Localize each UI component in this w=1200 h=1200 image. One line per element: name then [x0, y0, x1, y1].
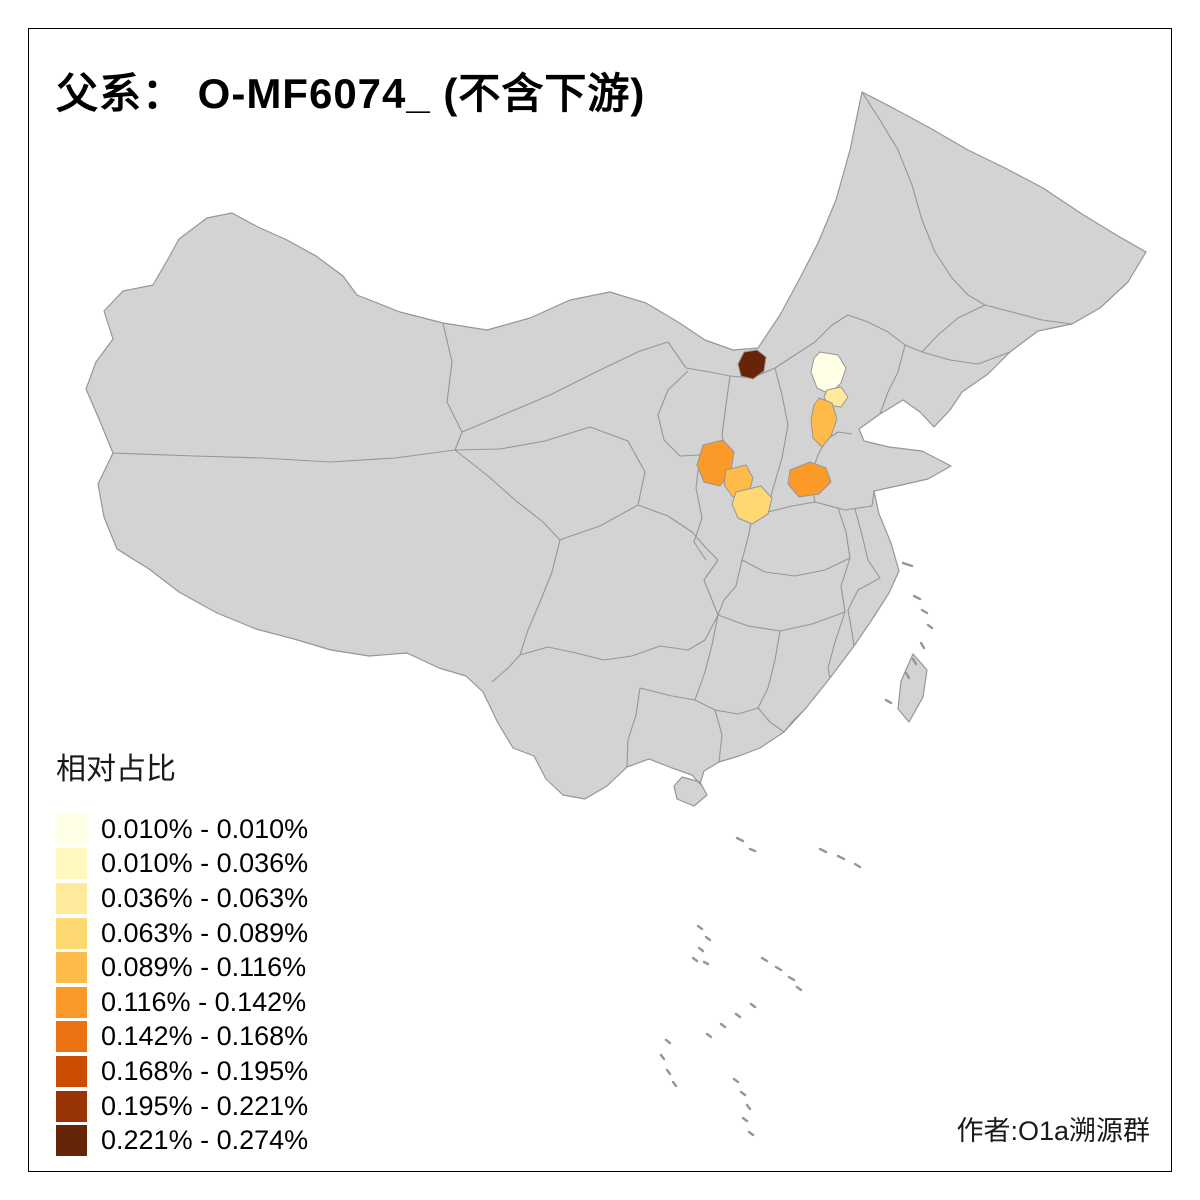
legend-label: 0.142% - 0.168% [101, 1021, 309, 1052]
legend-swatch [56, 1021, 87, 1053]
legend-title: 相对占比 [56, 753, 176, 786]
highlight-region-orange-east [787, 461, 832, 498]
legend-entries: 0.010% - 0.010% 0.010% - 0.036% 0.036% - 0… [56, 812, 308, 1158]
legend-entry: 0.168% - 0.195% [56, 1054, 308, 1089]
legend-label: 0.036% - 0.063% [101, 882, 309, 913]
highlighted-regions [696, 349, 849, 525]
legend: 相对占比 0.010% - 0.010% 0.010% - 0.036% 0.036… [56, 744, 308, 1158]
legend-swatch [56, 952, 87, 984]
legend-label: 0.089% - 0.116% [101, 952, 307, 983]
land-mass [85, 91, 1147, 807]
small-islands [659, 561, 934, 1137]
legend-entry: 0.116% - 0.142% [56, 985, 308, 1020]
legend-label: 0.010% - 0.036% [101, 848, 309, 879]
legend-entry: 0.036% - 0.063% [56, 881, 308, 916]
legend-label: 0.063% - 0.089% [101, 917, 309, 948]
legend-label: 0.168% - 0.195% [101, 1055, 309, 1086]
legend-swatch [56, 1055, 87, 1087]
legend-swatch [56, 917, 87, 949]
legend-entry: 0.142% - 0.168% [56, 1020, 308, 1055]
legend-swatch [56, 986, 87, 1018]
legend-label: 0.221% - 0.274% [101, 1125, 309, 1156]
legend-swatch [56, 1090, 87, 1122]
legend-swatch [56, 882, 87, 914]
legend-entry: 0.195% - 0.221% [56, 1089, 308, 1124]
legend-swatch [56, 813, 87, 845]
legend-entry: 0.089% - 0.116% [56, 950, 308, 985]
legend-entry: 0.010% - 0.036% [56, 847, 308, 882]
legend-label: 0.195% - 0.221% [101, 1090, 309, 1121]
legend-swatch [56, 848, 87, 880]
legend-entry: 0.221% - 0.274% [56, 1123, 308, 1158]
legend-label: 0.116% - 0.142% [101, 986, 307, 1017]
legend-swatch [56, 1125, 87, 1157]
highlight-region-dark-north [737, 349, 767, 380]
map-title: 父系： O-MF6074_ (不含下游) [56, 70, 646, 117]
highlight-region-orange-strip [810, 397, 838, 448]
legend-entry: 0.063% - 0.089% [56, 916, 308, 951]
legend-label: 0.010% - 0.010% [101, 813, 309, 844]
author-credit: 作者:O1a溯源群 [956, 1116, 1150, 1146]
highlight-region-yellow-central [731, 485, 773, 525]
legend-entry: 0.010% - 0.010% [56, 812, 308, 847]
